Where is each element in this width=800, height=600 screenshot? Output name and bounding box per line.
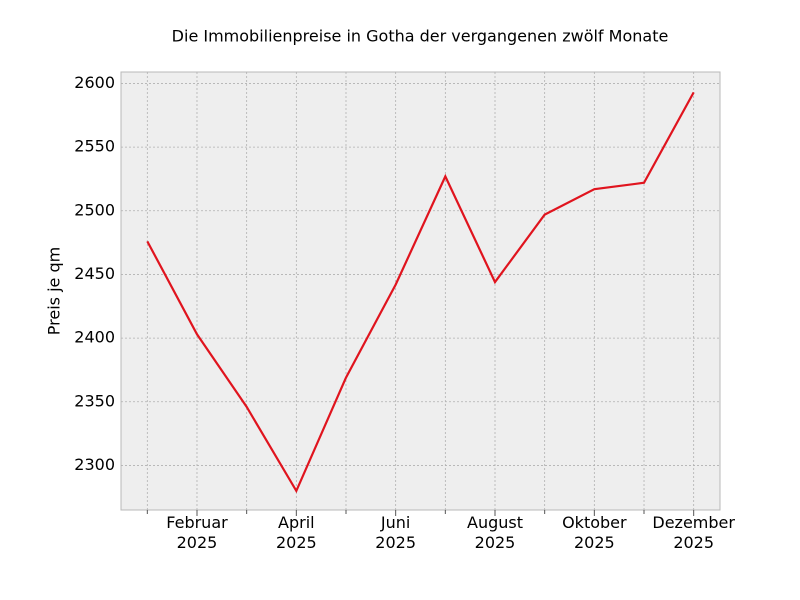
y-tick-label: 2550 <box>74 137 115 156</box>
y-tick-label: 2600 <box>74 73 115 92</box>
y-tick-label: 2500 <box>74 200 115 219</box>
chart-title: Die Immobilienpreise in Gotha der vergan… <box>172 27 669 46</box>
x-tick-label: Juni 2025 <box>375 513 417 552</box>
y-axis-label: Preis je qm <box>45 247 64 335</box>
x-tick-label: Februar 2025 <box>166 513 228 552</box>
x-tick-label: August 2025 <box>467 513 523 552</box>
x-tick-label: Oktober 2025 <box>562 513 627 552</box>
plot-area <box>120 71 721 511</box>
x-tick-label: April 2025 <box>275 513 317 552</box>
y-tick-label: 2300 <box>74 455 115 474</box>
y-tick-label: 2400 <box>74 328 115 347</box>
line <box>146 91 695 494</box>
y-tick-label: 2450 <box>74 264 115 283</box>
x-tick-label: Dezember 2025 <box>652 513 735 552</box>
y-tick-label: 2350 <box>74 391 115 410</box>
